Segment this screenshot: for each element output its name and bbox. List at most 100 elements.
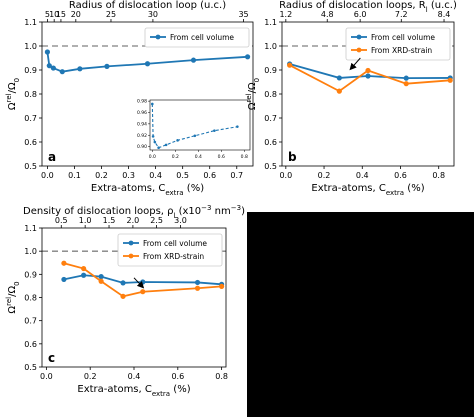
y-tick-label: 0.5 — [24, 162, 37, 171]
top-tick-label: 1.0 — [79, 216, 92, 225]
data-point-orange — [403, 81, 409, 87]
data-point-blue — [98, 274, 104, 280]
data-point-orange — [194, 285, 201, 291]
inset-frame — [149, 99, 251, 151]
x-tick-label: 0.3 — [122, 171, 135, 180]
legend-swatch-marker — [128, 240, 134, 246]
y-tick-label: 0.6 — [24, 340, 37, 349]
data-point-orange — [98, 278, 104, 284]
inset-x-tick-label: 0.6 — [218, 154, 225, 160]
data-point-blue — [190, 57, 197, 63]
inset-data-point — [164, 143, 168, 147]
top-axis-title: Radius of dislocation loop (u.c.) — [69, 0, 226, 11]
top-tick-label: 3.0 — [174, 216, 187, 225]
data-point-orange — [120, 293, 126, 299]
data-point-blue — [44, 49, 51, 55]
y-tick-label: 0.8 — [24, 294, 37, 303]
panel-c: 0.0 0.2 0.4 0.6 0.8 0.5 0.6 0.7 0.8 0.9 1.0 1.1 0.5 1… — [5, 204, 245, 398]
top-axis-title: Density of dislocation loops, ρl (x10−3 … — [23, 204, 245, 220]
inset-data-point — [236, 125, 239, 129]
legend-entry: From XRD-strain — [143, 252, 204, 261]
data-point-blue — [46, 63, 52, 69]
y-tick-label: 0.5 — [264, 162, 277, 171]
top-tick-label: 2.5 — [150, 216, 163, 225]
x-tick-label: 0.1 — [68, 171, 81, 180]
x-tick-label: 0.8 — [432, 171, 445, 180]
inset-x-tick-label: 0.4 — [195, 154, 202, 160]
legend-swatch-marker — [155, 34, 161, 40]
x-tick-label: 0.6 — [394, 171, 407, 180]
data-point-blue — [120, 280, 126, 286]
inset-y-tick-label: 0.96 — [137, 110, 147, 116]
empty-black-panel — [247, 212, 474, 417]
inset-data-point — [157, 146, 160, 150]
annotation-arrow — [349, 57, 361, 71]
top-tick-label: 8.4 — [438, 10, 451, 19]
x-tick-label: 0.7 — [230, 171, 243, 180]
data-point-blue — [77, 66, 83, 72]
inset-plot: 0.0 0.2 0.4 0.6 0.8 0.90 0.92 0.94 0.96 0.98 — [137, 99, 251, 160]
data-point-orange — [140, 289, 146, 295]
panel-letter: b — [288, 150, 297, 164]
top-tick-label: 2.0 — [127, 216, 140, 225]
legend: From cell volume — [144, 27, 250, 48]
x-tick-label: 0.2 — [95, 171, 108, 180]
legend-swatch-marker — [356, 47, 362, 53]
y-tick-label: 1.0 — [24, 42, 37, 51]
y-axis-label: Ωrel/Ω0 — [5, 78, 21, 110]
legend-box — [117, 233, 223, 267]
y-tick-label: 0.7 — [264, 114, 277, 123]
y-tick-label: 1.0 — [264, 42, 277, 51]
data-point-orange — [61, 260, 67, 266]
legend-entry: From cell volume — [143, 239, 207, 248]
inset-data-point — [176, 139, 179, 142]
x-axis-label: Extra-atoms, Cextra (%) — [311, 183, 424, 197]
inset-y-tick-label: 0.92 — [137, 133, 147, 139]
x-tick-label: 0.0 — [40, 372, 53, 381]
data-point-blue — [104, 63, 110, 69]
inset-x-tick-label: 0.0 — [149, 154, 156, 160]
data-point-orange — [365, 67, 371, 74]
data-point-orange — [81, 265, 87, 272]
data-point-blue — [244, 54, 251, 60]
x-tick-label: 0.2 — [84, 372, 97, 381]
panel-b: 0.0 0.2 0.4 0.6 0.8 0.5 0.6 0.7 0.8 0.9 1.0 1.11.2 4… — [245, 0, 457, 197]
panel-a: 0.0 0.1 0.2 0.3 0.4 0.5 0.6 0.7 0.5 0.6 0.7 0.8 0.9 1… — [5, 0, 254, 197]
top-axis-title: Radius of dislocation loops, Rl (u.c.) — [279, 0, 457, 14]
top-tick-label: 7.2 — [395, 10, 408, 19]
inset-x-tick-label: 0.8 — [241, 154, 248, 160]
legend-swatch-marker — [356, 34, 362, 40]
inset-y-tick-label: 0.98 — [137, 99, 147, 105]
data-point-blue — [81, 272, 87, 278]
data-point-blue — [61, 276, 67, 283]
legend-swatch-marker — [128, 253, 134, 259]
top-tick-label: 25 — [106, 10, 116, 19]
top-tick-label: 4.8 — [321, 10, 334, 19]
x-tick-label: 0.4 — [149, 171, 162, 180]
top-tick-label: 5 — [45, 10, 50, 19]
top-tick-label: 15 — [56, 10, 66, 19]
y-tick-label: 0.9 — [24, 270, 37, 279]
data-point-blue — [50, 65, 56, 71]
inset-data-point — [153, 140, 157, 144]
y-tick-label: 0.7 — [24, 114, 37, 123]
y-axis-label: Ωrel/Ω0 — [5, 281, 21, 313]
x-axis-label: Extra-atoms, Cextra (%) — [77, 384, 190, 398]
x-tick-label: 0.6 — [203, 171, 216, 180]
top-tick-label: 20 — [71, 10, 81, 19]
data-point-blue — [194, 279, 201, 286]
data-point-blue — [144, 61, 151, 67]
y-tick-label: 1.1 — [24, 18, 37, 27]
y-axis-label: Ωrel/Ω0 — [245, 78, 261, 110]
top-tick-label: 0.5 — [55, 216, 68, 225]
data-point-blue — [365, 73, 371, 79]
data-point-orange — [219, 283, 225, 289]
x-tick-label: 0.0 — [279, 171, 292, 180]
top-tick-label: 10 — [49, 10, 59, 19]
inset-series-line — [151, 103, 238, 149]
top-tick-label: 35 — [238, 10, 248, 19]
x-tick-label: 0.0 — [41, 171, 54, 180]
y-tick-label: 1.1 — [24, 224, 37, 233]
data-point-blue — [336, 75, 342, 81]
top-tick-label: 30 — [148, 10, 158, 19]
